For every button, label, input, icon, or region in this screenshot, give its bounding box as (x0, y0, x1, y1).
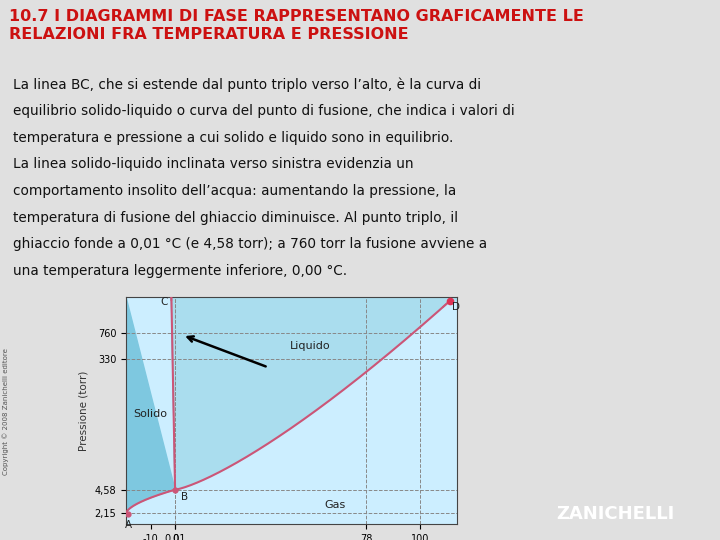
Text: C: C (161, 298, 168, 307)
Text: La linea solido-liquido inclinata verso sinistra evidenzia un: La linea solido-liquido inclinata verso … (13, 157, 413, 171)
Text: 10.7 I DIAGRAMMI DI FASE RAPPRESENTANO GRAFICAMENTE LE
RELAZIONI FRA TEMPERATURA: 10.7 I DIAGRAMMI DI FASE RAPPRESENTANO G… (9, 9, 583, 42)
Y-axis label: Pressione (torr): Pressione (torr) (79, 370, 89, 450)
Text: A: A (125, 520, 132, 530)
Text: ZANICHELLI: ZANICHELLI (557, 505, 675, 523)
Text: temperatura e pressione a cui solido e liquido sono in equilibrio.: temperatura e pressione a cui solido e l… (13, 131, 454, 145)
Text: una temperatura leggermente inferiore, 0,00 °C.: una temperatura leggermente inferiore, 0… (13, 264, 347, 278)
Text: ghiaccio fonde a 0,01 °C (e 4,58 torr); a 760 torr la fusione avviene a: ghiaccio fonde a 0,01 °C (e 4,58 torr); … (13, 238, 487, 252)
Text: comportamento insolito dell’acqua: aumentando la pressione, la: comportamento insolito dell’acqua: aumen… (13, 184, 456, 198)
Text: equilibrio solido-liquido o ​curva del punto di fusione​, che indica i valori di: equilibrio solido-liquido o ​curva del p… (13, 104, 515, 118)
Text: temperatura di fusione del ghiaccio diminuisce. Al punto triplo, il: temperatura di fusione del ghiaccio dimi… (13, 211, 458, 225)
Text: Liquido: Liquido (289, 341, 330, 351)
Text: Copyright © 2008 Zanichelli editore: Copyright © 2008 Zanichelli editore (2, 348, 9, 475)
Text: D: D (452, 302, 460, 312)
Text: Gas: Gas (324, 500, 345, 510)
Polygon shape (126, 297, 175, 514)
Text: Solido: Solido (133, 409, 168, 419)
Text: La linea ​BC​, che si estende dal punto triplo verso l’alto, è la curva di: La linea ​BC​, che si estende dal punto … (13, 77, 481, 92)
Polygon shape (171, 297, 457, 490)
Text: B: B (181, 492, 189, 502)
